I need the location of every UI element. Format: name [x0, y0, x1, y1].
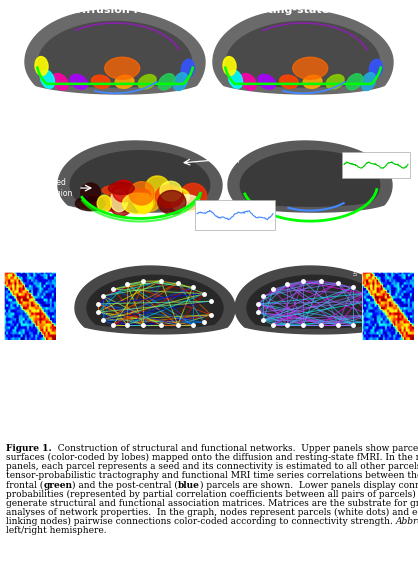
Ellipse shape: [240, 74, 256, 90]
Text: surfaces (color-coded by lobes) mapped onto the diffusion and resting-state fMRI: surfaces (color-coded by lobes) mapped o…: [6, 453, 418, 462]
Polygon shape: [240, 151, 380, 206]
Ellipse shape: [35, 56, 48, 75]
Text: probabilities (represented by partial correlation coefficients between all pairs: probabilities (represented by partial co…: [6, 490, 418, 499]
Ellipse shape: [173, 73, 188, 91]
Polygon shape: [87, 275, 223, 328]
Polygon shape: [235, 266, 395, 334]
Polygon shape: [247, 275, 383, 328]
Text: ) parcels are shown.  Lower panels display connection: ) parcels are shown. Lower panels displa…: [200, 480, 418, 490]
Polygon shape: [228, 141, 392, 212]
X-axis label: Correlation
matrix: Correlation matrix: [373, 351, 403, 362]
Ellipse shape: [129, 182, 154, 205]
Ellipse shape: [180, 183, 206, 209]
Text: ) and the post-central (: ) and the post-central (: [72, 480, 178, 490]
Text: Graph theoretical analysis: Graph theoretical analysis: [106, 418, 312, 432]
Ellipse shape: [112, 180, 135, 202]
Ellipse shape: [361, 73, 376, 91]
Ellipse shape: [181, 59, 194, 78]
Ellipse shape: [138, 75, 156, 89]
Ellipse shape: [136, 193, 152, 214]
Text: Target region
time serie: Target region time serie: [353, 136, 399, 149]
Polygon shape: [75, 266, 235, 334]
Ellipse shape: [136, 195, 160, 212]
Ellipse shape: [82, 195, 106, 210]
Ellipse shape: [280, 75, 298, 88]
Ellipse shape: [108, 182, 134, 195]
Text: frontal (: frontal (: [6, 480, 43, 490]
Ellipse shape: [223, 56, 236, 75]
Text: left/right hemisphere.: left/right hemisphere.: [6, 526, 107, 535]
Text: Diffusion MRI: Diffusion MRI: [73, 5, 157, 15]
Text: Abbrev:: Abbrev:: [396, 517, 418, 526]
Ellipse shape: [75, 196, 105, 211]
Ellipse shape: [228, 70, 242, 88]
Ellipse shape: [104, 196, 119, 211]
Polygon shape: [25, 10, 205, 94]
Text: Functional network: Functional network: [250, 256, 370, 266]
Text: Resting-state fMRI: Resting-state fMRI: [245, 5, 361, 15]
Text: generate structural and functional association matrices. Matrices are the substr: generate structural and functional assoc…: [6, 499, 418, 507]
Text: Seed region
time serie: Seed region time serie: [214, 233, 256, 246]
Ellipse shape: [293, 57, 328, 79]
Ellipse shape: [81, 183, 100, 202]
Ellipse shape: [258, 75, 275, 89]
Ellipse shape: [163, 188, 189, 205]
Text: tensor-probabilistic tractography and functional MRI time series correlations be: tensor-probabilistic tractography and fu…: [6, 472, 418, 480]
Ellipse shape: [159, 192, 181, 208]
Ellipse shape: [126, 195, 145, 212]
Ellipse shape: [158, 191, 186, 214]
Ellipse shape: [110, 191, 133, 216]
Polygon shape: [38, 21, 191, 87]
Ellipse shape: [52, 74, 68, 90]
Text: Target
region: Target region: [215, 145, 240, 165]
Text: Seed
region: Seed region: [48, 178, 72, 198]
Polygon shape: [70, 151, 210, 206]
Ellipse shape: [110, 190, 128, 212]
FancyBboxPatch shape: [342, 152, 410, 178]
Text: blue: blue: [178, 480, 200, 490]
Ellipse shape: [369, 59, 382, 78]
Ellipse shape: [70, 75, 88, 89]
Polygon shape: [58, 141, 222, 212]
Ellipse shape: [145, 176, 169, 197]
Ellipse shape: [134, 193, 155, 211]
X-axis label: Connection
Probability
matrix: Connection Probability matrix: [15, 351, 45, 368]
Ellipse shape: [158, 74, 175, 90]
Text: Construction of structural and functional networks.  Upper panels show parcellat: Construction of structural and functiona…: [52, 444, 418, 453]
Ellipse shape: [92, 75, 110, 88]
Text: panels, each parcel represents a seed and its connectivity is estimated to all o: panels, each parcel represents a seed an…: [6, 462, 418, 472]
Polygon shape: [213, 10, 393, 94]
Text: Figure 1.: Figure 1.: [6, 444, 52, 453]
Ellipse shape: [104, 57, 140, 79]
Ellipse shape: [41, 70, 55, 88]
Ellipse shape: [131, 188, 151, 203]
Ellipse shape: [102, 185, 133, 195]
Text: analyses of network properties.  In the graph, nodes represent parcels (white do: analyses of network properties. In the g…: [6, 508, 418, 517]
Ellipse shape: [97, 195, 111, 212]
Ellipse shape: [303, 75, 322, 88]
FancyBboxPatch shape: [195, 200, 275, 230]
Ellipse shape: [155, 185, 183, 208]
Ellipse shape: [115, 75, 134, 88]
Ellipse shape: [171, 195, 201, 212]
Ellipse shape: [122, 193, 153, 214]
Ellipse shape: [326, 75, 344, 89]
Text: Structural network: Structural network: [81, 256, 199, 266]
Polygon shape: [227, 21, 380, 87]
Text: green: green: [43, 480, 72, 490]
Ellipse shape: [160, 181, 182, 201]
Text: linking nodes) pairwise connections color-coded according to connectivity streng: linking nodes) pairwise connections colo…: [6, 517, 396, 526]
Ellipse shape: [346, 74, 363, 90]
